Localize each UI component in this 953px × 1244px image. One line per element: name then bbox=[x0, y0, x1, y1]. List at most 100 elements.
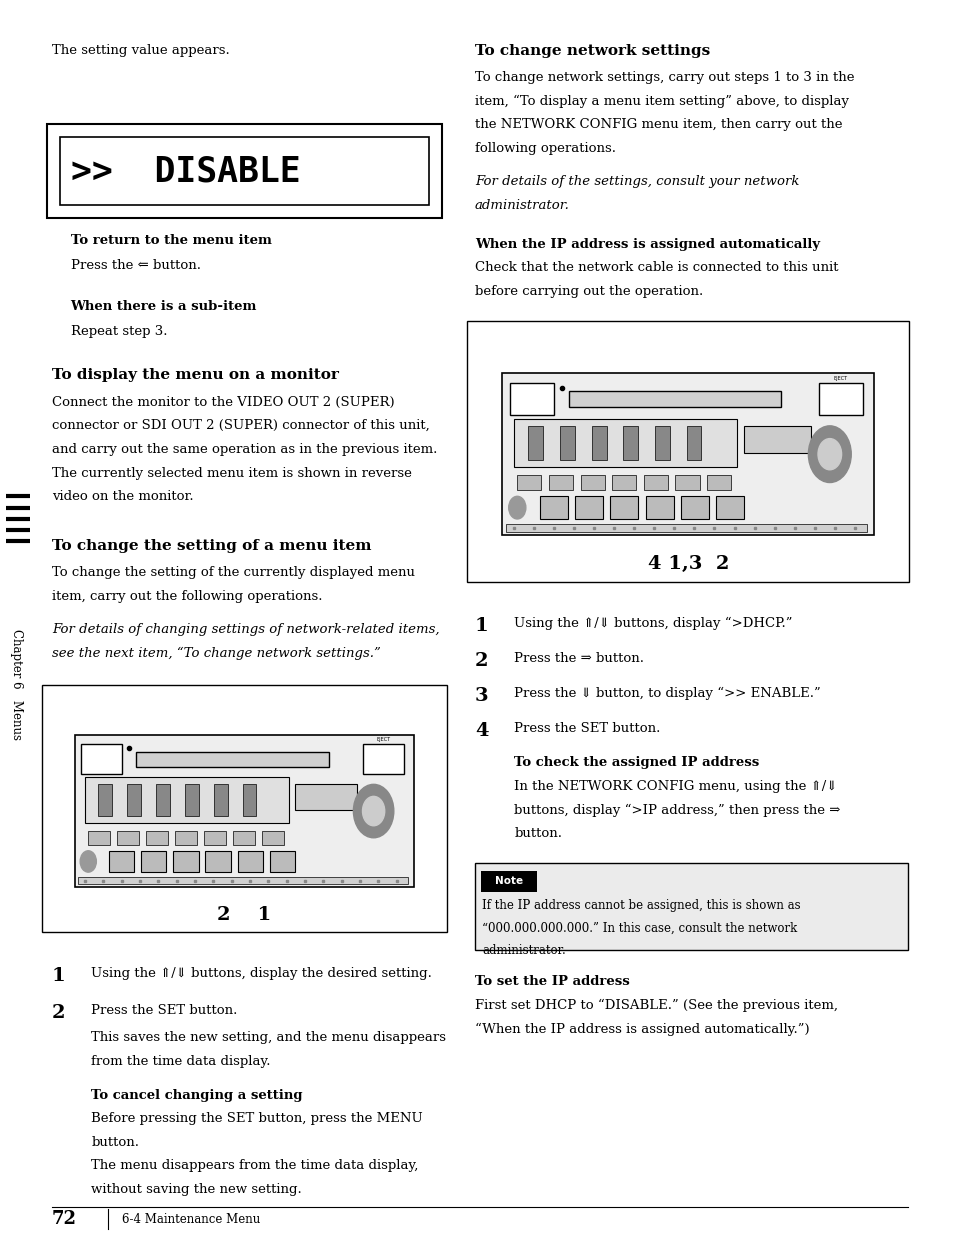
Bar bbox=[243, 784, 256, 816]
Text: “000.000.000.000.” In this case, consult the network: “000.000.000.000.” In this case, consult… bbox=[482, 922, 797, 934]
Bar bbox=[109, 851, 134, 872]
Text: To set the IP address: To set the IP address bbox=[475, 975, 629, 988]
Text: from the time data display.: from the time data display. bbox=[91, 1055, 271, 1067]
Bar bbox=[270, 851, 295, 872]
Text: To change network settings, carry out steps 1 to 3 in the: To change network settings, carry out st… bbox=[475, 71, 854, 83]
Text: 4 1,3  2: 4 1,3 2 bbox=[647, 555, 728, 573]
Text: 6-4 Maintenance Menu: 6-4 Maintenance Menu bbox=[122, 1213, 260, 1225]
Text: see the next item, “To change network settings.”: see the next item, “To change network se… bbox=[51, 647, 380, 661]
Text: 2    1: 2 1 bbox=[217, 906, 272, 923]
Text: video on the monitor.: video on the monitor. bbox=[51, 490, 193, 503]
Text: 1: 1 bbox=[475, 617, 488, 634]
Bar bbox=[622, 425, 638, 460]
Text: To change the setting of a menu item: To change the setting of a menu item bbox=[51, 539, 371, 552]
Text: buttons, display “>IP address,” then press the ⇒: buttons, display “>IP address,” then pre… bbox=[514, 804, 840, 817]
Bar bbox=[173, 851, 198, 872]
Text: the NETWORK CONFIG menu item, then carry out the: the NETWORK CONFIG menu item, then carry… bbox=[475, 118, 841, 131]
Bar bbox=[706, 475, 730, 490]
Bar bbox=[127, 784, 141, 816]
Bar bbox=[42, 685, 446, 932]
Bar bbox=[480, 871, 537, 892]
Text: In the NETWORK CONFIG menu, using the ⇑/⇓: In the NETWORK CONFIG menu, using the ⇑/… bbox=[514, 780, 837, 792]
Text: Using the ⇑/⇓ buttons, display the desired setting.: Using the ⇑/⇓ buttons, display the desir… bbox=[91, 967, 432, 979]
Text: button.: button. bbox=[91, 1136, 139, 1148]
Circle shape bbox=[807, 425, 850, 483]
Text: When the IP address is assigned automatically: When the IP address is assigned automati… bbox=[475, 238, 820, 250]
Text: For details of the settings, consult your network: For details of the settings, consult you… bbox=[475, 175, 799, 188]
Bar bbox=[467, 321, 908, 582]
Text: Press the SET button.: Press the SET button. bbox=[514, 722, 660, 734]
Bar bbox=[47, 124, 441, 218]
Text: Press the ⇒ button.: Press the ⇒ button. bbox=[514, 652, 644, 664]
Bar bbox=[539, 496, 567, 519]
Bar bbox=[205, 851, 231, 872]
Bar bbox=[117, 831, 139, 845]
Bar bbox=[502, 373, 874, 535]
Bar bbox=[610, 496, 638, 519]
Text: and carry out the same operation as in the previous item.: and carry out the same operation as in t… bbox=[51, 443, 436, 455]
Bar bbox=[146, 831, 168, 845]
Text: Using the ⇑/⇓ buttons, display “>DHCP.”: Using the ⇑/⇓ buttons, display “>DHCP.” bbox=[514, 617, 792, 631]
Text: 72: 72 bbox=[51, 1210, 76, 1228]
Text: “When the IP address is assigned automatically.”): “When the IP address is assigned automat… bbox=[475, 1023, 809, 1036]
Bar bbox=[295, 784, 356, 810]
Bar bbox=[78, 877, 407, 884]
Text: Repeat step 3.: Repeat step 3. bbox=[71, 325, 167, 337]
Bar bbox=[548, 475, 573, 490]
Bar bbox=[89, 831, 111, 845]
Bar bbox=[81, 744, 122, 775]
Bar bbox=[156, 784, 170, 816]
Circle shape bbox=[817, 439, 841, 470]
Text: This saves the new setting, and the menu disappears: This saves the new setting, and the menu… bbox=[91, 1031, 446, 1044]
Bar bbox=[185, 784, 198, 816]
Text: item, carry out the following operations.: item, carry out the following operations… bbox=[51, 590, 322, 602]
Bar bbox=[60, 137, 429, 205]
Bar bbox=[233, 831, 254, 845]
Bar bbox=[569, 391, 781, 407]
Bar bbox=[675, 475, 699, 490]
Bar bbox=[559, 425, 575, 460]
Bar bbox=[680, 496, 708, 519]
Text: without saving the new setting.: without saving the new setting. bbox=[91, 1183, 302, 1195]
Text: First set DHCP to “DISABLE.” (See the previous item,: First set DHCP to “DISABLE.” (See the pr… bbox=[475, 999, 837, 1013]
Text: Before pressing the SET button, press the MENU: Before pressing the SET button, press th… bbox=[91, 1112, 422, 1125]
Text: EJECT: EJECT bbox=[376, 738, 391, 743]
Bar bbox=[174, 831, 196, 845]
Text: administrator.: administrator. bbox=[482, 944, 566, 957]
Text: connector or SDI OUT 2 (SUPER) connector of this unit,: connector or SDI OUT 2 (SUPER) connector… bbox=[51, 419, 429, 432]
Text: administrator.: administrator. bbox=[475, 199, 569, 211]
Text: 2: 2 bbox=[51, 1004, 65, 1021]
Bar bbox=[506, 524, 866, 532]
Circle shape bbox=[353, 784, 394, 837]
Text: The currently selected menu item is shown in reverse: The currently selected menu item is show… bbox=[51, 466, 411, 479]
Text: 4: 4 bbox=[475, 722, 488, 739]
Text: >>  DISABLE: >> DISABLE bbox=[71, 154, 301, 188]
Text: item, “To display a menu item setting” above, to display: item, “To display a menu item setting” a… bbox=[475, 95, 848, 108]
Text: To cancel changing a setting: To cancel changing a setting bbox=[91, 1088, 302, 1101]
Text: 1: 1 bbox=[51, 967, 66, 984]
Text: To check the assigned IP address: To check the assigned IP address bbox=[514, 756, 759, 769]
Bar bbox=[74, 735, 414, 887]
Text: EJECT: EJECT bbox=[833, 376, 847, 382]
Bar bbox=[509, 383, 554, 415]
Bar bbox=[580, 475, 604, 490]
Bar bbox=[655, 425, 669, 460]
Bar bbox=[716, 496, 743, 519]
Text: The menu disappears from the time data display,: The menu disappears from the time data d… bbox=[91, 1159, 418, 1172]
Text: Note: Note bbox=[495, 876, 522, 887]
Text: The setting value appears.: The setting value appears. bbox=[51, 44, 230, 56]
Bar bbox=[612, 475, 636, 490]
Bar bbox=[517, 475, 541, 490]
Text: To display the menu on a monitor: To display the menu on a monitor bbox=[51, 368, 338, 382]
Bar bbox=[204, 831, 226, 845]
Bar bbox=[261, 831, 283, 845]
Circle shape bbox=[362, 796, 384, 826]
Bar bbox=[645, 496, 673, 519]
Text: Check that the network cable is connected to this unit: Check that the network cable is connecte… bbox=[475, 261, 838, 274]
Text: To return to the menu item: To return to the menu item bbox=[71, 234, 271, 246]
Bar bbox=[818, 383, 862, 415]
Bar bbox=[98, 784, 112, 816]
Text: following operations.: following operations. bbox=[475, 142, 616, 154]
Text: before carrying out the operation.: before carrying out the operation. bbox=[475, 285, 702, 297]
Bar bbox=[528, 425, 543, 460]
